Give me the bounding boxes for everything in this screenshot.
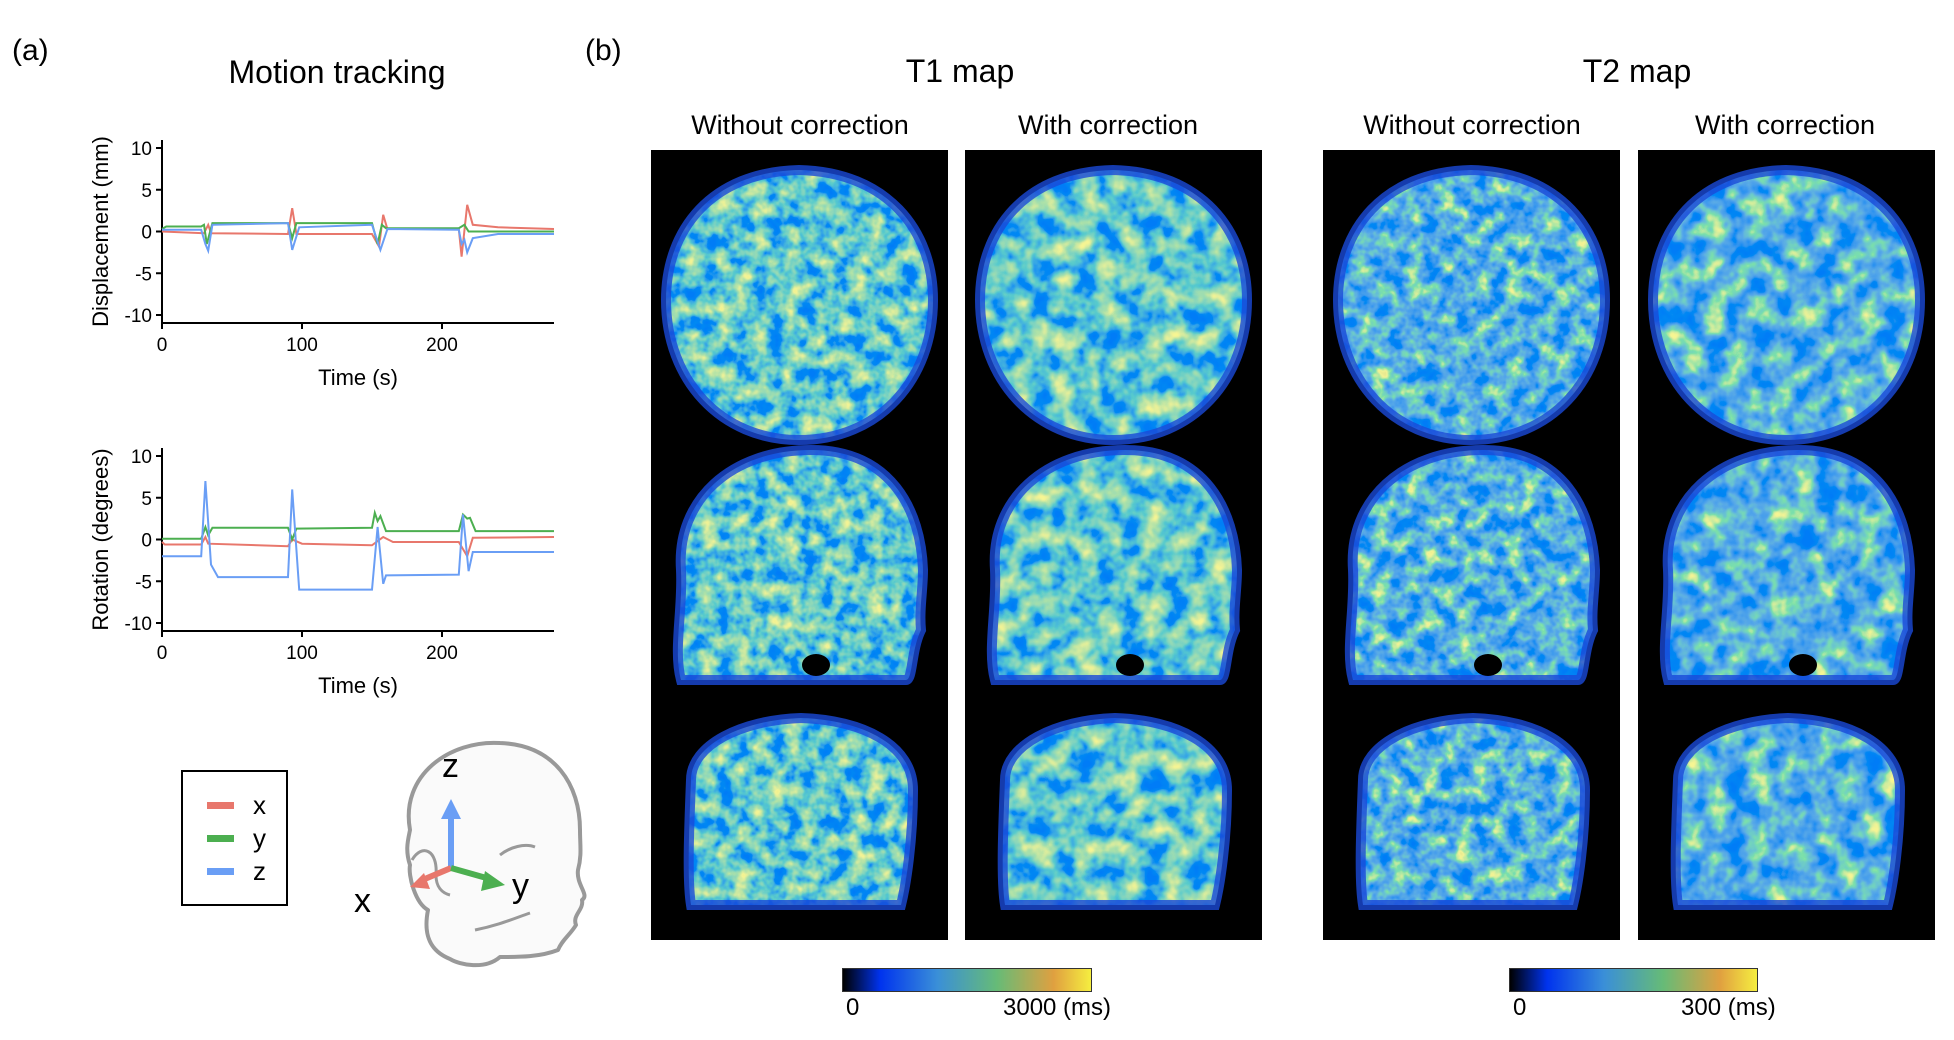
sinus-dark-region (1474, 654, 1502, 676)
y-tick-label: 10 (131, 139, 152, 160)
head-axis-x-label: x (354, 882, 371, 920)
legend: x y z (181, 770, 288, 906)
x-tick-label: 0 (157, 335, 168, 356)
x-axis-label: Time (s) (318, 673, 398, 698)
mouth-line (474, 911, 531, 932)
x-tick-label: 100 (286, 335, 318, 356)
axis-arrows-icon (410, 799, 505, 891)
y-tick-label: 5 (141, 181, 152, 202)
axial-view-rim (660, 164, 939, 446)
eye-line (499, 843, 536, 857)
axial-view-rim (974, 164, 1253, 446)
panel-b-label: (b) (585, 34, 622, 67)
x-tick-label: 200 (426, 335, 458, 356)
x-tick-label: 0 (157, 643, 168, 664)
coronal-view (688, 718, 913, 905)
y-tick-label: 5 (141, 489, 152, 510)
series-line-y (162, 508, 554, 543)
legend-label-x: x (253, 790, 266, 820)
sagittal-view-rim (986, 444, 1243, 685)
y-tick-label: 0 (141, 223, 152, 244)
coronal-view-rim (1670, 712, 1906, 910)
t1-map-title: T1 map (905, 53, 1015, 89)
t2-colorbar-max: 300 (ms) (1681, 994, 1776, 1021)
axial-view (980, 170, 1247, 440)
t2-with-correction-panel (1638, 150, 1935, 940)
y-tick-label: -10 (125, 614, 152, 635)
y-tick-label: -5 (135, 264, 152, 285)
motion-tracking-title: Motion tracking (228, 54, 446, 90)
y-tick-label: 10 (131, 447, 152, 468)
t2-without-correction-panel (1323, 150, 1620, 940)
coronal-view (1360, 718, 1585, 905)
sinus-dark-region (1789, 654, 1817, 676)
sinus-dark-region (1116, 654, 1144, 676)
x-axis-label: Time (s) (318, 365, 398, 390)
y-axis-label: Rotation (degrees) (88, 448, 113, 630)
coronal-view (1002, 718, 1227, 905)
axial-view (1653, 170, 1920, 440)
y-tick-label: -10 (125, 306, 152, 327)
coronal-view-rim (1355, 712, 1591, 910)
y-tick-label: 0 (141, 531, 152, 552)
x-tick-label: 100 (286, 643, 318, 664)
series-line-x (161, 534, 555, 559)
sagittal-view (1664, 450, 1910, 680)
t1-colorbar-max: 3000 (ms) (1003, 994, 1112, 1021)
legend-swatch-y (207, 835, 234, 842)
t2-without-correction-label: Without correction (1363, 110, 1581, 140)
sagittal-view (991, 450, 1237, 680)
t1-colorbar-min: 0 (846, 994, 860, 1021)
coronal-view (1675, 718, 1900, 905)
legend-swatch-z (207, 868, 234, 875)
x-tick-label: 200 (426, 643, 458, 664)
sagittal-view-rim (672, 444, 929, 685)
t1-without-correction-label: Without correction (691, 110, 909, 140)
sagittal-view-rim (1344, 444, 1601, 685)
sinus-dark-region (802, 654, 830, 676)
legend-label-z: z (253, 856, 266, 886)
head-axis-y-label: y (512, 867, 529, 905)
coronal-view-rim (997, 712, 1233, 910)
axial-view (666, 170, 933, 440)
series-line-z (162, 222, 554, 256)
sagittal-view-rim (1659, 444, 1916, 685)
sagittal-view (677, 450, 923, 680)
t2-colorbar (1509, 968, 1758, 992)
axial-view-rim (1647, 164, 1926, 446)
t1-with-correction-label: With correction (1017, 110, 1199, 140)
coronal-view-rim (683, 712, 919, 910)
t1-colorbar (842, 968, 1092, 992)
t2-with-correction-label: With correction (1694, 110, 1876, 140)
head-axis-z-label: z (442, 747, 459, 785)
head-axes-diagram: z x y (354, 740, 587, 968)
axial-view-rim (1332, 164, 1611, 446)
t1-without-correction-panel (651, 150, 948, 940)
legend-swatch-x (207, 802, 234, 809)
series-line-y (161, 222, 554, 245)
axial-view (1338, 170, 1605, 440)
head-outline-icon (405, 740, 587, 968)
panel-a-label: (a) (12, 34, 49, 67)
series-line-z (162, 481, 554, 591)
t2-map-title: T2 map (1582, 53, 1692, 89)
y-axis-label: Displacement (mm) (88, 136, 113, 327)
y-tick-label: -5 (135, 572, 152, 593)
legend-label-y: y (253, 823, 266, 853)
t2-colorbar-min: 0 (1513, 994, 1527, 1021)
sagittal-view (1349, 450, 1595, 680)
t1-with-correction-panel (965, 150, 1262, 940)
